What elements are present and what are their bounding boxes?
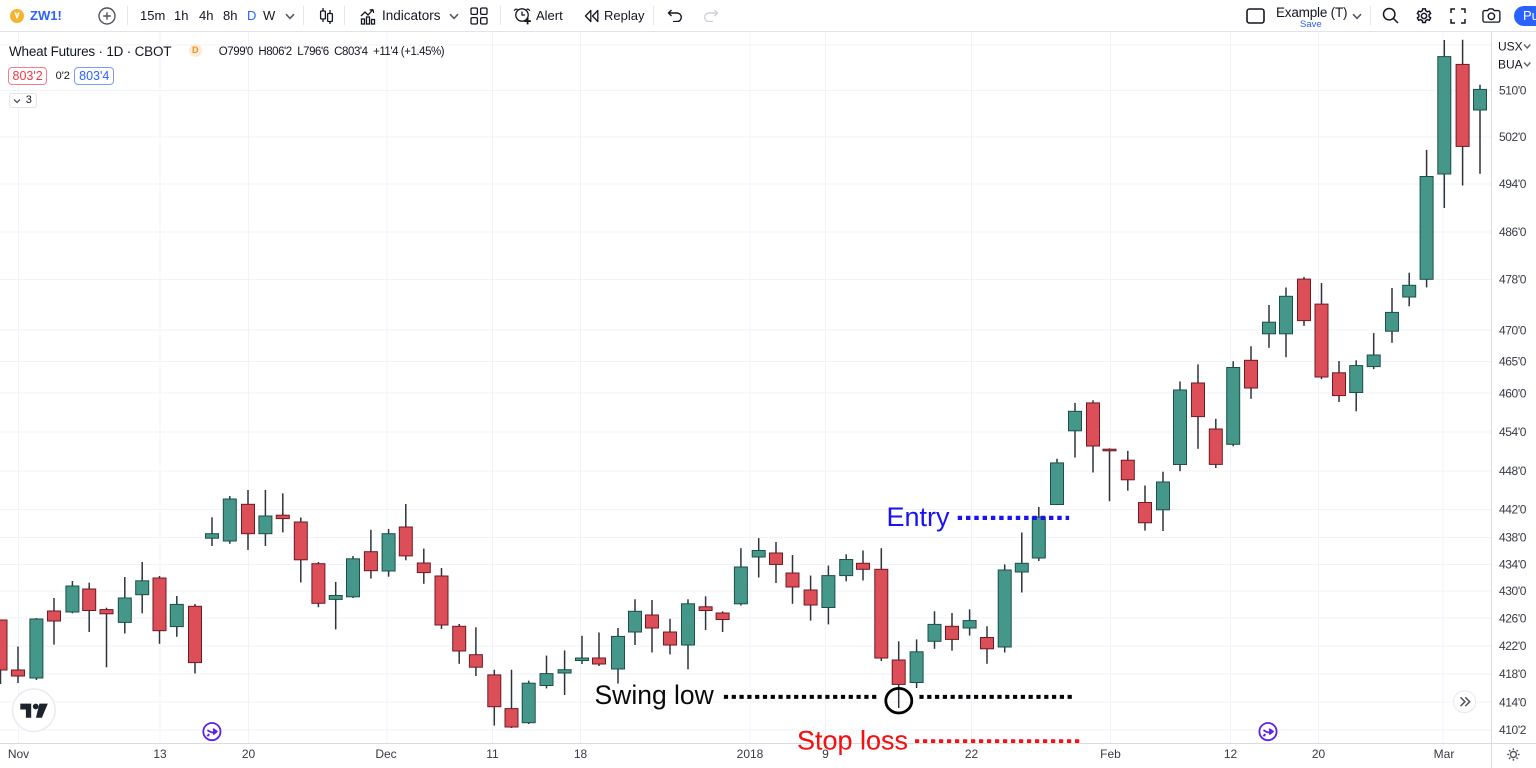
svg-text:Stop loss: Stop loss <box>797 726 908 756</box>
svg-text:20: 20 <box>1312 747 1326 761</box>
svg-text:434'0: 434'0 <box>1499 558 1527 572</box>
svg-text:465'0: 465'0 <box>1499 355 1527 369</box>
svg-text:11: 11 <box>486 747 499 761</box>
svg-text:USX: USX <box>1498 40 1523 54</box>
svg-text:Dec: Dec <box>375 747 396 761</box>
svg-text:486'0: 486'0 <box>1499 225 1527 239</box>
svg-text:18: 18 <box>574 747 588 761</box>
svg-text:Entry: Entry <box>887 502 951 532</box>
svg-text:20: 20 <box>242 747 256 761</box>
svg-text:9: 9 <box>822 747 829 761</box>
svg-text:13: 13 <box>153 747 167 761</box>
svg-text:Feb: Feb <box>1100 747 1121 761</box>
svg-text:502'0: 502'0 <box>1499 130 1527 144</box>
svg-text:22: 22 <box>965 747 979 761</box>
svg-text:418'0: 418'0 <box>1499 667 1527 681</box>
svg-text:430'0: 430'0 <box>1499 584 1527 598</box>
svg-text:454'0: 454'0 <box>1499 425 1527 439</box>
svg-text:BUA: BUA <box>1498 58 1523 72</box>
svg-text:Swing low: Swing low <box>595 680 715 710</box>
svg-text:494'0: 494'0 <box>1499 177 1527 191</box>
svg-text:422'0: 422'0 <box>1499 639 1527 653</box>
svg-text:410'2: 410'2 <box>1499 723 1527 737</box>
svg-text:438'0: 438'0 <box>1499 531 1527 545</box>
svg-text:460'0: 460'0 <box>1499 386 1527 400</box>
svg-text:12: 12 <box>1224 747 1238 761</box>
svg-text:442'0: 442'0 <box>1499 503 1527 517</box>
svg-text:426'0: 426'0 <box>1499 611 1527 625</box>
svg-text:Nov: Nov <box>8 747 29 761</box>
svg-text:Mar: Mar <box>1434 747 1455 761</box>
svg-text:448'0: 448'0 <box>1499 464 1527 478</box>
svg-text:478'0: 478'0 <box>1499 273 1527 287</box>
svg-text:510'0: 510'0 <box>1499 84 1527 98</box>
svg-text:470'0: 470'0 <box>1499 323 1527 337</box>
svg-text:2018: 2018 <box>737 747 764 761</box>
svg-text:414'0: 414'0 <box>1499 695 1527 709</box>
